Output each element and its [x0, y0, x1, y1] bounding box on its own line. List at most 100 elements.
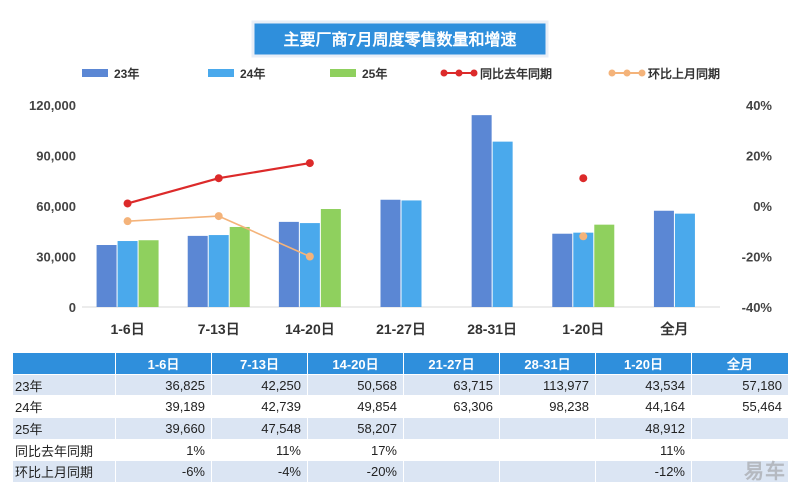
- table-row: 环比上月同期 -6% -4% -20% -12%: [12, 460, 789, 484]
- table-cell: 63,306: [403, 395, 500, 419]
- table-cell: [691, 417, 789, 440]
- table-cell: -12%: [595, 460, 692, 484]
- table-cell: [499, 438, 596, 462]
- line-point: [214, 174, 223, 183]
- bar-23年: [278, 221, 299, 307]
- table-cell: [691, 438, 789, 462]
- x-tick-label: 1-6日: [110, 321, 144, 337]
- y-tick-label: 60,000: [36, 199, 76, 214]
- table-cell: 39,189: [115, 395, 212, 419]
- table-header-cell: 7-13日: [211, 352, 308, 375]
- table-header-cell: 14-20日: [307, 352, 404, 375]
- y2-tick-label: 20%: [746, 149, 772, 164]
- y-tick-label: 90,000: [36, 149, 76, 164]
- bars: [96, 115, 695, 307]
- table-cell: -20%: [307, 460, 404, 484]
- data-table: 1-6日 7-13日 14-20日 21-27日 28-31日 1-20日 全月…: [12, 352, 789, 484]
- bar-23年: [653, 210, 674, 307]
- line-segment: [127, 177, 220, 205]
- table-cell: [403, 417, 500, 440]
- line-segment: [218, 161, 311, 180]
- x-tick-label: 7-13日: [198, 321, 240, 337]
- table-header-cell: [12, 352, 116, 375]
- table-cell: [403, 460, 500, 484]
- y2-tick-label: 40%: [746, 98, 772, 113]
- x-tick-label: 28-31日: [467, 321, 517, 337]
- table-row-label: 同比去年同期: [12, 438, 116, 462]
- legend-label: 23年: [114, 66, 139, 81]
- y-tick-label: 30,000: [36, 250, 76, 265]
- legend-swatch: [330, 69, 356, 77]
- bar-23年: [187, 235, 208, 307]
- bar-24年: [299, 223, 320, 307]
- bar-23年: [552, 233, 573, 307]
- table-cell: 42,739: [211, 395, 308, 419]
- legend-label: 25年: [362, 66, 387, 81]
- table-cell: [691, 460, 789, 484]
- table-cell: 47,548: [211, 417, 308, 440]
- bar-25年: [138, 240, 159, 307]
- table-cell: 98,238: [499, 395, 596, 419]
- watermark-logo: 易车: [744, 461, 786, 483]
- bar-25年: [229, 226, 250, 307]
- table-row-label: 环比上月同期: [12, 460, 116, 484]
- line-point: [305, 252, 314, 261]
- table-cell: 1%: [115, 438, 212, 462]
- x-tick-label: 21-27日: [376, 321, 426, 337]
- legend-label: 环比上月同期: [648, 66, 720, 81]
- bar-23年: [380, 199, 401, 307]
- bar-24年: [492, 141, 513, 307]
- bar-24年: [401, 200, 422, 307]
- table-cell: 48,912: [595, 417, 692, 440]
- table-cell: 55,464: [691, 395, 789, 419]
- bar-25年: [594, 224, 615, 307]
- y-axis-left: 0 30,000 60,000 90,000 120,000: [29, 98, 76, 315]
- table-header-cell: 1-6日: [115, 352, 212, 375]
- table-cell: 43,534: [595, 373, 692, 397]
- line-point: [123, 199, 132, 208]
- x-tick-label: 全月: [659, 321, 688, 337]
- y2-tick-label: -40%: [742, 300, 773, 315]
- table-cell: [499, 460, 596, 484]
- table-header-cell: 28-31日: [499, 352, 596, 375]
- table-cell: [499, 417, 596, 440]
- table-cell: 11%: [595, 438, 692, 462]
- table-cell: 57,180: [691, 373, 789, 397]
- table-cell: -4%: [211, 460, 308, 484]
- table-cell: [403, 438, 500, 462]
- bar-23年: [471, 115, 492, 307]
- legend-swatch-dot: [623, 69, 631, 77]
- chart-title: 主要厂商7月周度零售数量和增速: [284, 30, 517, 49]
- table-cell: 39,660: [115, 417, 212, 440]
- table-cell: 50,568: [307, 373, 404, 397]
- table-row: 23年 36,825 42,250 50,568 63,715 113,977 …: [12, 373, 789, 397]
- y2-tick-label: 0%: [753, 199, 772, 214]
- legend-swatch: [208, 69, 234, 77]
- legend-swatch-dot: [470, 69, 478, 77]
- bar-24年: [208, 235, 229, 307]
- bar-24年: [117, 241, 138, 307]
- line-segment: [127, 215, 219, 222]
- legend-swatch-dot: [455, 69, 463, 77]
- bar-25年: [320, 209, 341, 307]
- table-cell: 42,250: [211, 373, 308, 397]
- table-header-row: 1-6日 7-13日 14-20日 21-27日 28-31日 1-20日 全月: [12, 352, 789, 375]
- table-cell: -6%: [115, 460, 212, 484]
- legend: 23年 24年 25年 同比去年同期 环比上月同期: [82, 66, 720, 81]
- bar-24年: [674, 213, 695, 307]
- x-tick-label: 1-20日: [562, 321, 604, 337]
- bar-24年: [573, 232, 594, 307]
- line-point: [123, 217, 132, 226]
- legend-swatch-dot: [638, 69, 646, 77]
- table-cell: 17%: [307, 438, 404, 462]
- table-header-cell: 21-27日: [403, 352, 500, 375]
- table-cell: 36,825: [115, 373, 212, 397]
- table-cell: 113,977: [499, 373, 596, 397]
- line-point: [214, 212, 223, 221]
- table-header-cell: 1-20日: [595, 352, 692, 375]
- table-cell: 11%: [211, 438, 308, 462]
- table-cell: 44,164: [595, 395, 692, 419]
- legend-swatch: [82, 69, 108, 77]
- line-point: [579, 232, 588, 241]
- line-point: [579, 174, 588, 183]
